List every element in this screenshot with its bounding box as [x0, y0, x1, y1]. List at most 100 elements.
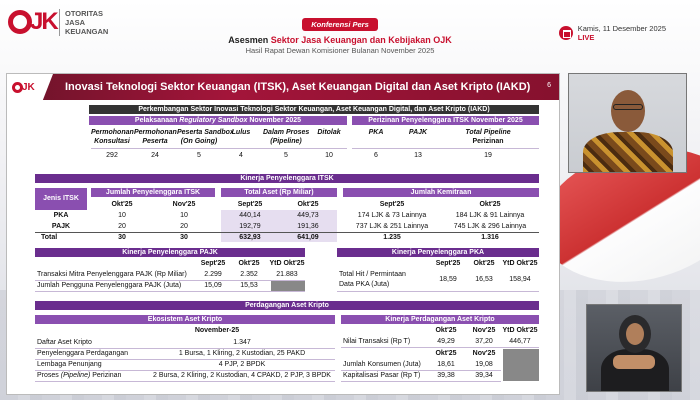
kripto-col-header: Nov'25	[472, 327, 496, 334]
broadcast-subtitle: Hasil Rapat Dewan Komisioner Bulanan Nov…	[245, 46, 435, 55]
ekosistem-row-divider	[35, 348, 335, 349]
itsk-total-divider	[35, 232, 539, 233]
pka-divider	[337, 291, 539, 292]
perizinan-value: 6	[374, 152, 378, 159]
perizinan-col-header-line2: Perizinan	[472, 138, 504, 145]
ekosistem-row-value: 4 PJP, 2 BPDK	[218, 361, 266, 368]
slide-title: Inovasi Teknologi Sektor Keuangan (ITSK)…	[65, 81, 531, 93]
pajk-row-divider	[35, 291, 305, 292]
ojk-logo: JK OTORITAS JASA KEUANGAN	[8, 6, 108, 38]
speaker-video	[568, 73, 687, 173]
itsk-period-header: Okt'25	[479, 201, 501, 208]
sandbox-value: 4	[239, 152, 243, 159]
itsk-aset-okt: 191,36	[297, 223, 319, 230]
itsk-jumlah-nov: 30	[180, 234, 188, 241]
interpreter-face	[626, 323, 644, 345]
pajk-heading: Kinerja Penyelenggara PAJK	[35, 248, 305, 257]
pajk-col-header: Sept'25	[200, 260, 226, 267]
kripto-col-header-2: Okt'25	[435, 350, 457, 357]
pajk-col-header: Okt'25	[238, 260, 260, 267]
kripto-divider	[341, 347, 539, 348]
itsk-row-label: Total	[41, 234, 58, 241]
presentation-slide: JK Inovasi Teknologi Sektor Keuangan (IT…	[6, 73, 560, 395]
perizinan-col-header-line1: Total Pipeline	[465, 129, 511, 136]
ekosistem-row-divider	[35, 359, 335, 360]
sandbox-value: 5	[284, 152, 288, 159]
sandbox-col-header-line2: Konsultasi	[94, 138, 130, 145]
slide-page-number: 6	[547, 82, 551, 89]
signing-hands	[613, 355, 655, 369]
date-live-indicator: Kamis, 11 Desember 2025 LIVE	[558, 24, 666, 42]
sandbox-heading: Pelaksanaan Regulatory Sandbox November …	[89, 116, 347, 125]
sandbox-col-header-line1: Lulus	[231, 129, 251, 136]
pajk-value: 2.299	[204, 271, 222, 278]
pajk-row-label: Jumlah Pengguna Penyelenggara PAJK (Juta…	[37, 282, 182, 289]
speaker-body	[583, 132, 673, 172]
kripto-transaksi-value: 446,77	[509, 338, 531, 345]
itsk-kemitraan-sep: 174 LJK & 73 Lainnya	[357, 212, 427, 219]
perizinan-divider	[352, 148, 539, 149]
kripto-row-value: 39,34	[475, 372, 493, 379]
aset-shade	[221, 210, 337, 242]
jenis-itsk-label: Jenis ITSK	[35, 188, 87, 210]
pka-col-header: Okt'25	[473, 260, 495, 267]
itsk-aset-sep: 632,93	[239, 234, 261, 241]
sign-language-video	[586, 304, 682, 392]
ekosistem-row-divider	[35, 381, 335, 382]
pka-value: 18,59	[439, 276, 457, 283]
slide-ojk-logo: JK	[7, 74, 53, 100]
ekosistem-row-label: Lembaga Penunjang	[37, 361, 102, 368]
total-aset-heading: Total Aset (Rp Miliar)	[221, 188, 337, 197]
itsk-kemitraan-sep: 737 LJK & 251 Lainnya	[355, 223, 429, 230]
speaker-head	[611, 90, 645, 132]
kripto-transaksi-value: 37,20	[475, 338, 493, 345]
ekosistem-row-label: Penyelenggara Perdagangan	[37, 350, 129, 357]
ojk-logo-text: OTORITAS JASA KEUANGAN	[59, 8, 108, 36]
itsk-jumlah-nov: 20	[180, 223, 188, 230]
pka-heading: Kinerja Penyelenggara PKA	[337, 248, 539, 257]
pajk-value: 15,09	[204, 282, 222, 289]
sandbox-col-header-line2: (On Going)	[180, 138, 218, 145]
sandbox-divider	[91, 148, 347, 149]
itsk-period-header: Okt'25	[111, 201, 133, 208]
perizinan-col-header-line1: PKA	[368, 129, 384, 136]
sandbox-value: 24	[151, 152, 159, 159]
itsk-row-label: PKA	[53, 212, 69, 219]
event-badge: Konferensi Pers	[302, 18, 378, 31]
live-badge: LIVE	[577, 33, 595, 42]
kripto-row-value: 39,38	[437, 372, 455, 379]
calendar-icon	[558, 26, 573, 40]
perizinan-value: 13	[414, 152, 422, 159]
itsk-jumlah-okt: 10	[118, 212, 126, 219]
broadcast-date: Kamis, 11 Desember 2025	[577, 24, 666, 33]
kripto-row-label: Jumlah Konsumen (Juta)	[343, 361, 421, 368]
itsk-kemitraan-okt: 184 LJK & 91 Lainnya	[455, 212, 525, 219]
itsk-period-header: Okt'25	[297, 201, 319, 208]
sandbox-col-header-line1: Peserta Sandbox	[177, 129, 234, 136]
pajk-empty-cell	[271, 281, 305, 291]
ekosistem-period: November-25	[194, 327, 240, 334]
pka-col-header: YtD Okt'25	[502, 260, 538, 267]
kripto-row-label: Kapitalisasi Pasar (Rp T)	[343, 372, 421, 379]
pka-col-header: Sept'25	[435, 260, 461, 267]
itsk-aset-okt: 641,09	[297, 234, 319, 241]
itsk-kemitraan-sep: 1.235	[383, 234, 401, 241]
ekosistem-heading: Ekosistem Aset Kripto	[35, 315, 335, 324]
sandbox-value: 10	[325, 152, 333, 159]
kripto-col-header: Okt'25	[435, 327, 457, 334]
glasses-icon	[613, 104, 643, 110]
sandbox-col-header-line2: (Pipeline)	[270, 138, 302, 145]
pajk-row-label: Transaksi Mitra Penyelenggara PAJK (Rp M…	[37, 271, 187, 278]
itsk-jumlah-nov: 10	[180, 212, 188, 219]
itsk-kemitraan-okt: 745 LJK & 296 Lainnya	[453, 223, 527, 230]
jumlah-penyelenggara-heading: Jumlah Penyelenggara ITSK	[91, 188, 215, 197]
itsk-aset-sep: 192,79	[239, 223, 261, 230]
sandbox-col-header-line2: Peserta	[142, 138, 168, 145]
pka-label-line2: Data PKA (Juta)	[339, 281, 390, 288]
kripto-col-header-2: Nov'25	[472, 350, 496, 357]
itsk-period-header: Nov'25	[172, 201, 196, 208]
kinerja-kripto-heading: Kinerja Perdagangan Aset Kripto	[341, 315, 539, 324]
ekosistem-row-label: Daftar Aset Kripto	[37, 339, 92, 346]
itsk-kemitraan-okt: 1.316	[481, 234, 499, 241]
kripto-transaksi-label: Nilai Transaksi (Rp T)	[343, 338, 411, 345]
